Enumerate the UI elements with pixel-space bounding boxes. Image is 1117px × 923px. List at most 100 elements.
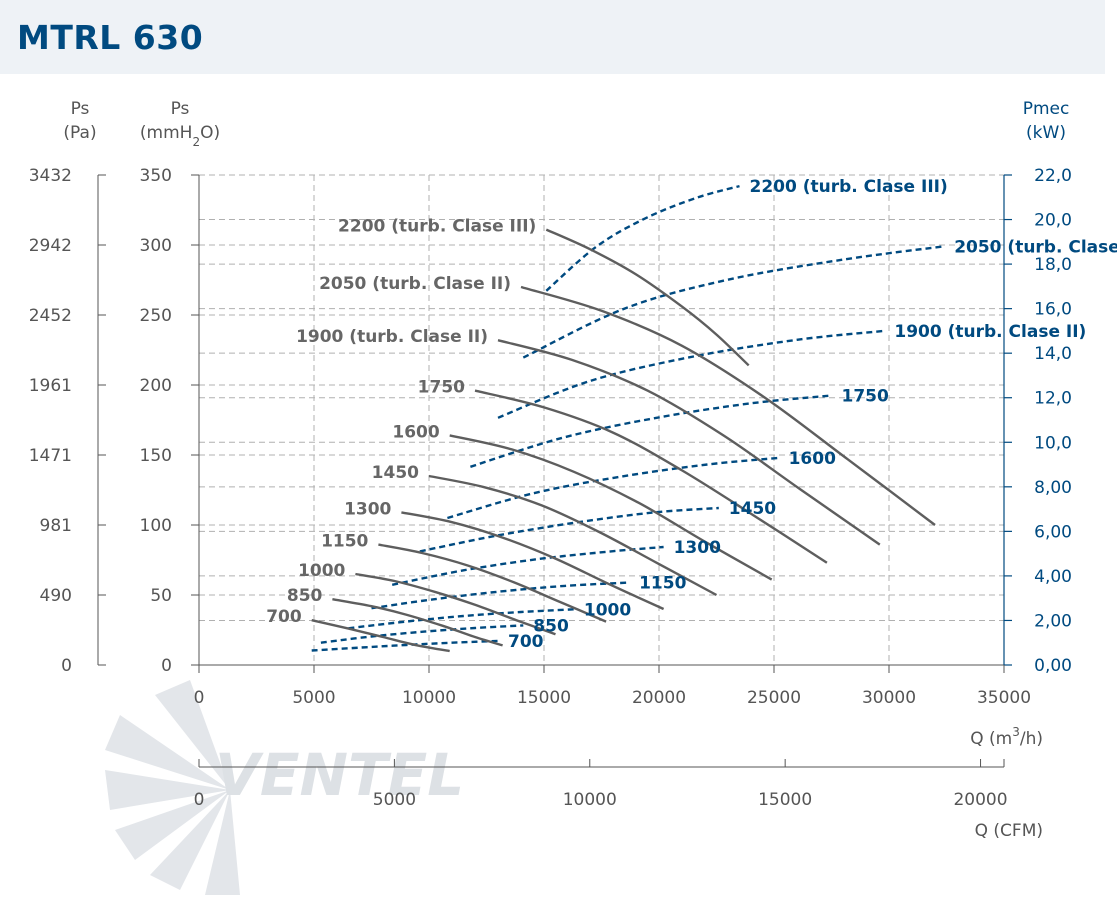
pmec-unit: (kW): [1026, 123, 1066, 143]
tick-label-kw: 10,0: [1034, 433, 1072, 453]
power-curve-1600: [447, 456, 779, 520]
pressure-curve-700: [311, 619, 450, 653]
q-m3h-label-pre: Q (m: [970, 729, 1012, 749]
tick-label-kw: 12,0: [1034, 389, 1072, 409]
pressure-curve-1600: [449, 434, 773, 581]
pressure-label-1150: 1150: [321, 532, 368, 552]
pressure-curve-1150: [378, 543, 607, 623]
ps-mmh2o-title: Ps: [171, 99, 190, 119]
tick-labels: 3503002502001501005003432294224521961147…: [29, 166, 1072, 810]
page-title: MTRL 630: [17, 18, 204, 57]
pressure-label-1600: 1600: [392, 422, 439, 442]
tick-label-mmh2o: 0: [161, 656, 172, 676]
pressure-curve-2050: [520, 285, 936, 526]
pressure-curve-1900: [497, 339, 881, 546]
ps-mmh2o-unit: (mmH2O): [140, 123, 220, 149]
tick-label-kw: 2,00: [1034, 611, 1072, 631]
watermark-text: VENTEL: [215, 741, 464, 809]
tick-label-mmh2o: 150: [140, 446, 172, 466]
power-label-1900: 1900 (turb. Clase II): [894, 322, 1086, 342]
q-cfm-label: Q (CFM): [975, 821, 1043, 841]
tick-label-pa: 490: [40, 586, 72, 606]
ps-pa-unit: (Pa): [63, 123, 96, 143]
tick-label-kw: 6,00: [1034, 522, 1072, 542]
power-curve-2200: [545, 184, 740, 292]
q-m3h-label-post: /h): [1020, 729, 1043, 749]
tick-label-pa: 2452: [29, 306, 72, 326]
power-curves: [311, 184, 945, 652]
tick-label-cfm: 15000: [758, 790, 812, 810]
pressure-label-1300: 1300: [344, 499, 391, 519]
power-label-1450: 1450: [729, 499, 776, 519]
power-label-1000: 1000: [584, 600, 631, 620]
tick-label-m3h: 25000: [747, 688, 801, 708]
ventel-watermark: VENTEL: [105, 680, 464, 895]
tick-label-cfm: 0: [194, 790, 205, 810]
tick-label-mmh2o: 50: [150, 586, 172, 606]
tick-label-m3h: 15000: [517, 688, 571, 708]
pressure-curve-2200: [545, 228, 750, 367]
tick-label-mmh2o: 200: [140, 376, 172, 396]
power-label-2200: 2200 (turb. Clase III): [750, 177, 948, 197]
tick-label-kw: 14,0: [1034, 344, 1072, 364]
pressure-curve-1450: [428, 474, 718, 597]
tick-label-pa: 981: [40, 516, 72, 536]
tick-label-cfm: 10000: [563, 790, 617, 810]
tick-label-kw: 18,0: [1034, 255, 1072, 275]
pressure-curves: [311, 228, 936, 653]
tick-label-pa: 0: [61, 656, 72, 676]
pressure-curve-1750: [474, 389, 828, 564]
tick-label-kw: 22,0: [1034, 166, 1072, 186]
ps-pa-title: Ps: [71, 99, 90, 119]
ps-mmh2o-unit-sub: 2: [192, 135, 200, 149]
power-curve-700: [311, 639, 499, 652]
tick-label-m3h: 10000: [402, 688, 456, 708]
power-curve-1900: [497, 329, 885, 419]
power-label-1150: 1150: [639, 574, 686, 594]
pressure-label-1450: 1450: [372, 463, 419, 483]
power-label-1600: 1600: [789, 449, 836, 469]
power-label-2050: 2050 (turb. Clase II): [954, 237, 1117, 257]
tick-label-pa: 1471: [29, 446, 72, 466]
pressure-label-850: 850: [287, 586, 323, 606]
pressure-label-1900: 1900 (turb. Clase II): [296, 327, 488, 347]
power-label-850: 850: [533, 616, 569, 636]
tick-label-kw: 16,0: [1034, 300, 1072, 320]
power-label-700: 700: [508, 632, 544, 652]
pressure-label-700: 700: [266, 607, 302, 627]
pressure-curve-850: [332, 598, 503, 647]
tick-label-m3h: 0: [194, 688, 205, 708]
tick-label-m3h: 5000: [292, 688, 335, 708]
power-curve-2050: [522, 245, 945, 359]
tick-label-m3h: 35000: [977, 688, 1031, 708]
ps-mmh2o-unit-pre: (mmH: [140, 123, 193, 143]
pressure-label-2050: 2050 (turb. Clase II): [319, 274, 511, 294]
pressure-label-1000: 1000: [298, 561, 345, 581]
tick-label-pa: 3432: [29, 166, 72, 186]
power-curve-1300: [391, 545, 664, 586]
q-m3h-label-sup: 3: [1012, 725, 1020, 739]
pressure-curve-1000: [355, 572, 556, 636]
q-m3h-label: Q (m3/h): [970, 725, 1043, 749]
tick-label-mmh2o: 100: [140, 516, 172, 536]
power-curve-1000: [348, 608, 574, 630]
pressure-label-2200: 2200 (turb. Clase III): [338, 217, 536, 237]
header-bar: MTRL 630: [0, 0, 1105, 74]
power-curve-1450: [419, 506, 719, 553]
tick-label-mmh2o: 250: [140, 306, 172, 326]
pressure-label-1750: 1750: [418, 378, 465, 398]
tick-label-m3h: 20000: [632, 688, 686, 708]
power-curve-850: [320, 624, 524, 644]
tick-label-cfm: 5000: [373, 790, 416, 810]
tick-label-kw: 0,00: [1034, 656, 1072, 676]
tick-label-mmh2o: 350: [140, 166, 172, 186]
tick-label-cfm: 20000: [953, 790, 1007, 810]
tick-label-mmh2o: 300: [140, 236, 172, 256]
tick-label-pa: 2942: [29, 236, 72, 256]
tick-label-kw: 20,0: [1034, 211, 1072, 231]
tick-label-pa: 1961: [29, 376, 72, 396]
power-curve-1750: [470, 394, 832, 468]
power-label-1750: 1750: [842, 387, 889, 407]
